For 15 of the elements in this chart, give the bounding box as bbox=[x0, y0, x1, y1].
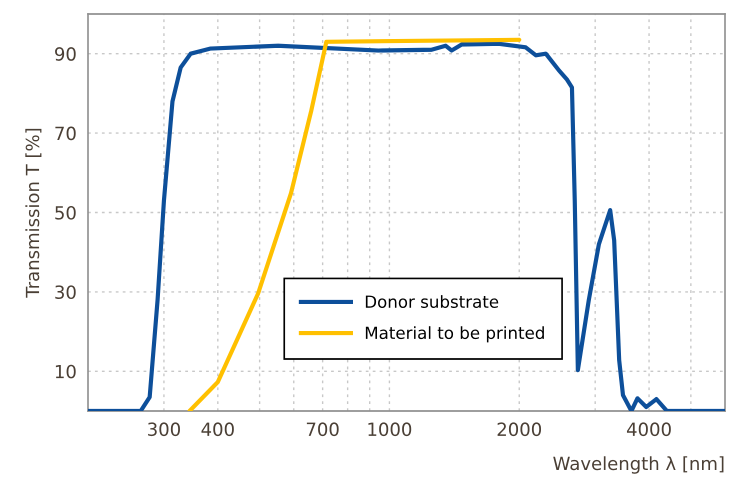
x-tick-label: 400 bbox=[201, 422, 234, 436]
x-tick-label: 700 bbox=[306, 422, 339, 436]
x-axis-title: Wavelength λ [nm] bbox=[553, 456, 724, 474]
x-tick-label: 2000 bbox=[498, 422, 542, 436]
y-axis-title: Transmission T [%] bbox=[25, 128, 42, 298]
legend-label: Material to be printed bbox=[366, 326, 544, 342]
x-tick-label: 1000 bbox=[368, 422, 412, 436]
legend-label: Donor substrate bbox=[366, 295, 498, 308]
x-tick-label: 4000 bbox=[626, 422, 671, 436]
y-tick-label: 70 bbox=[55, 126, 76, 140]
y-tick-label: 50 bbox=[55, 206, 76, 220]
x-tick-label: 300 bbox=[148, 422, 180, 436]
y-tick-label: 90 bbox=[55, 47, 76, 61]
y-tick-label: 30 bbox=[55, 285, 76, 300]
y-tick-label: 10 bbox=[56, 364, 76, 378]
